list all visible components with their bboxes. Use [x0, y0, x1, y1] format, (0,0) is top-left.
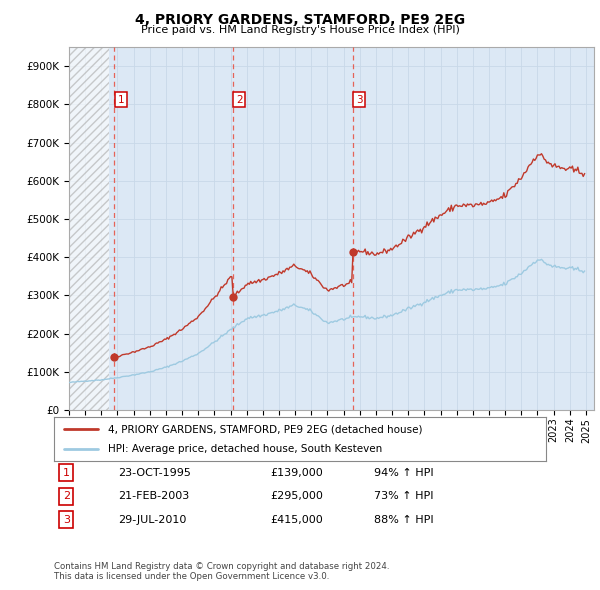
- Text: 21-FEB-2003: 21-FEB-2003: [118, 491, 189, 501]
- Text: 23-OCT-1995: 23-OCT-1995: [118, 468, 191, 477]
- Text: 1: 1: [118, 95, 124, 105]
- Text: 4, PRIORY GARDENS, STAMFORD, PE9 2EG (detached house): 4, PRIORY GARDENS, STAMFORD, PE9 2EG (de…: [108, 424, 422, 434]
- Text: £139,000: £139,000: [271, 468, 323, 477]
- Text: 88% ↑ HPI: 88% ↑ HPI: [374, 515, 433, 525]
- Text: 2: 2: [236, 95, 242, 105]
- Text: HPI: Average price, detached house, South Kesteven: HPI: Average price, detached house, Sout…: [108, 444, 382, 454]
- Text: £295,000: £295,000: [271, 491, 323, 501]
- Text: 29-JUL-2010: 29-JUL-2010: [118, 515, 187, 525]
- Text: Price paid vs. HM Land Registry's House Price Index (HPI): Price paid vs. HM Land Registry's House …: [140, 25, 460, 35]
- Text: 3: 3: [356, 95, 362, 105]
- Text: 2: 2: [63, 491, 70, 501]
- Bar: [69, 47, 109, 410]
- Text: Contains HM Land Registry data © Crown copyright and database right 2024.: Contains HM Land Registry data © Crown c…: [54, 562, 389, 571]
- Text: 3: 3: [63, 515, 70, 525]
- Text: This data is licensed under the Open Government Licence v3.0.: This data is licensed under the Open Gov…: [54, 572, 329, 581]
- Text: 1: 1: [63, 468, 70, 477]
- Text: 73% ↑ HPI: 73% ↑ HPI: [374, 491, 433, 501]
- Text: 94% ↑ HPI: 94% ↑ HPI: [374, 468, 433, 477]
- Text: 4, PRIORY GARDENS, STAMFORD, PE9 2EG: 4, PRIORY GARDENS, STAMFORD, PE9 2EG: [135, 13, 465, 27]
- Text: £415,000: £415,000: [271, 515, 323, 525]
